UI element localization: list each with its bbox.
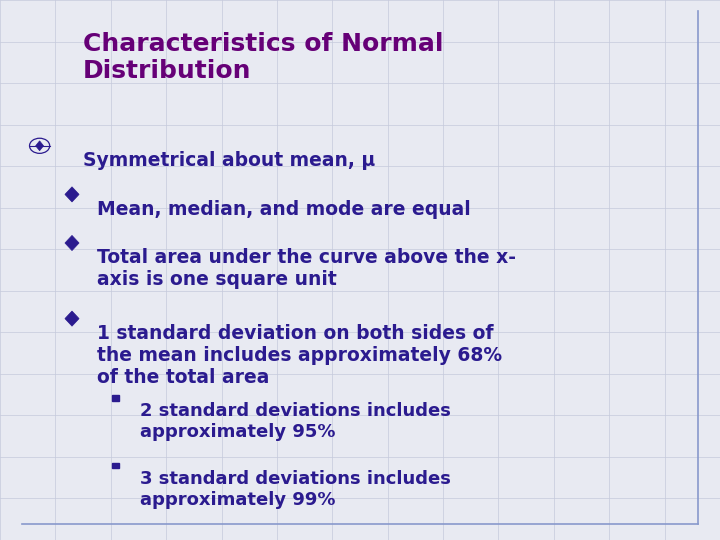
Polygon shape bbox=[36, 141, 43, 151]
Text: Mean, median, and mode are equal: Mean, median, and mode are equal bbox=[97, 200, 471, 219]
Text: Symmetrical about mean, μ: Symmetrical about mean, μ bbox=[83, 151, 375, 170]
Bar bbox=[112, 463, 119, 468]
Bar bbox=[112, 395, 119, 401]
Text: 1 standard deviation on both sides of
the mean includes approximately 68%
of the: 1 standard deviation on both sides of th… bbox=[97, 324, 503, 387]
Polygon shape bbox=[65, 235, 79, 251]
Text: Total area under the curve above the x-
axis is one square unit: Total area under the curve above the x- … bbox=[97, 248, 516, 289]
Polygon shape bbox=[65, 311, 79, 326]
Text: 3 standard deviations includes
approximately 99%: 3 standard deviations includes approxima… bbox=[140, 470, 451, 509]
Polygon shape bbox=[65, 187, 79, 202]
Text: 2 standard deviations includes
approximately 95%: 2 standard deviations includes approxima… bbox=[140, 402, 451, 441]
Text: Characteristics of Normal
Distribution: Characteristics of Normal Distribution bbox=[83, 32, 444, 83]
